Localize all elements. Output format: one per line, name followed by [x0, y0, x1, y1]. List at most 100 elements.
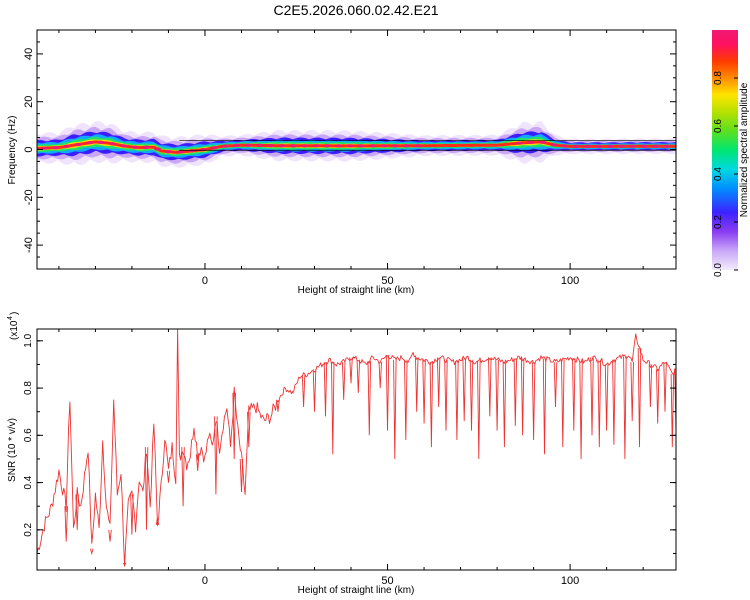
snr-dip: [612, 359, 616, 445]
spectrogram-peak: [584, 144, 592, 148]
snr-dip: [455, 360, 459, 441]
snr-dip: [232, 392, 236, 460]
spectrogram-peak: [323, 144, 331, 148]
x-tick-label: 50: [381, 575, 393, 587]
spectrogram-peak: [221, 144, 229, 148]
snr-ylabel: SNR (10 * v/v): [7, 418, 18, 482]
colorbar-tick-label: 0.8: [713, 71, 724, 85]
snr-multiplier-exp: 4: [7, 316, 14, 320]
colorbar-tick-label: 0.0: [713, 263, 724, 277]
snr-dips: [64, 347, 676, 567]
spectrogram-peak: [267, 144, 275, 148]
snr-dip: [214, 416, 218, 495]
snr-dip: [341, 362, 346, 400]
snr-multiplier-close: ): [9, 312, 20, 315]
x-tick-label: 0: [202, 275, 208, 287]
spectrogram-peak: [391, 144, 399, 148]
snr-dip: [404, 359, 408, 441]
spectrogram-peak: [40, 146, 48, 150]
spectrogram-peak: [176, 150, 184, 154]
snr-dip: [597, 359, 602, 448]
colorbar-tick-label: 0.2: [713, 215, 724, 229]
snr-dip: [356, 359, 361, 393]
snr-dip: [513, 358, 518, 426]
spectrogram-peak: [380, 144, 388, 148]
snr-frame: [36, 328, 677, 571]
colorbar-label: Normalized spectral amplitude: [739, 82, 750, 217]
spectrogram-peak: [561, 144, 569, 148]
snr-dip: [477, 360, 481, 460]
snr-dip: [130, 494, 134, 535]
spectrogram-peak: [165, 150, 173, 154]
spectrogram-peak: [629, 144, 637, 148]
y-tick-label: 0.2: [23, 522, 34, 536]
spectrogram-peak: [335, 144, 343, 148]
snr-dip: [469, 359, 474, 431]
spectrogram-peak: [663, 144, 671, 148]
snr-dip: [64, 506, 68, 542]
spectrogram-peak: [74, 142, 82, 147]
spectrogram-peak: [142, 145, 150, 149]
y-tick-label: 0: [23, 146, 35, 152]
spectrogram-peak: [154, 147, 161, 151]
spectrogram-peak: [516, 141, 524, 145]
snr-dip: [579, 360, 583, 460]
spectrogram-peak: [346, 144, 354, 148]
snr-dip: [572, 358, 576, 431]
snr-dip: [276, 399, 280, 412]
colorbar-scale: [712, 30, 738, 270]
snr-dip: [195, 454, 200, 471]
spectrogram-ylabel: Frequency (Hz): [7, 116, 18, 185]
snr-dip: [301, 375, 306, 408]
x-tick-label: 100: [561, 275, 579, 287]
spectrogram-peak: [233, 143, 241, 147]
snr-dip: [542, 358, 547, 455]
spectrogram-peak: [52, 146, 60, 150]
snr-multiplier: (x10 4 ): [7, 312, 20, 340]
snr-dip: [422, 359, 426, 424]
y-tick-label: 20: [23, 96, 35, 108]
snr-dip: [502, 362, 507, 448]
snr-dip: [239, 458, 244, 493]
snr-dip: [590, 357, 594, 436]
spectrogram-peak: [414, 144, 422, 148]
spectrogram-peak: [301, 144, 309, 148]
snr-dip: [531, 362, 536, 441]
y-tick-label: 0.8: [23, 381, 34, 395]
y-tick-label: -20: [23, 189, 35, 205]
snr-dip: [462, 358, 466, 422]
spectrogram-peak: [618, 144, 626, 148]
snr-dip: [630, 362, 634, 422]
spectrogram-peak: [527, 140, 535, 144]
snr-xlabel: Height of straight line (km): [298, 585, 415, 596]
spectrogram-xlabel: Height of straight line (km): [298, 285, 415, 296]
snr-dip: [444, 359, 448, 431]
spectrogram-peak: [403, 144, 410, 148]
snr-dip: [553, 362, 558, 408]
spectrogram-peak: [278, 144, 286, 148]
snr-dip: [393, 359, 397, 460]
spectrogram-peak: [188, 149, 195, 153]
snr-dip: [75, 494, 79, 530]
spectrogram-peak: [108, 142, 116, 146]
y-tick-label: -40: [23, 237, 35, 253]
spectrogram-panel: 0 50 100 40 20 0 -20 -40 Height of straight lin…: [7, 29, 677, 296]
snr-dip: [122, 562, 127, 567]
snr-dip: [323, 362, 328, 417]
snr-dip: [331, 362, 335, 455]
snr-dip: [495, 359, 499, 431]
snr-dip: [90, 548, 94, 556]
snr-dip: [367, 360, 372, 436]
colorbar: 0.0 0.2 0.4 0.6 0.8 Normalized spectral ampl…: [712, 30, 750, 277]
spectrogram-peak: [606, 144, 614, 148]
spectrogram-peak: [357, 144, 365, 148]
spectrogram-peak: [210, 146, 218, 150]
snr-dip: [166, 470, 171, 483]
spectrogram-peak: [289, 144, 297, 148]
y-tick-label: 0.6: [23, 428, 34, 442]
snr-multiplier-base: (x10: [9, 320, 20, 340]
snr-ticks: 0 50 100 0.2 0.4 0.6 0.8 1.0: [23, 329, 676, 587]
colorbar-tick-label: 0.6: [713, 119, 724, 133]
spectrogram-peak: [652, 144, 660, 148]
